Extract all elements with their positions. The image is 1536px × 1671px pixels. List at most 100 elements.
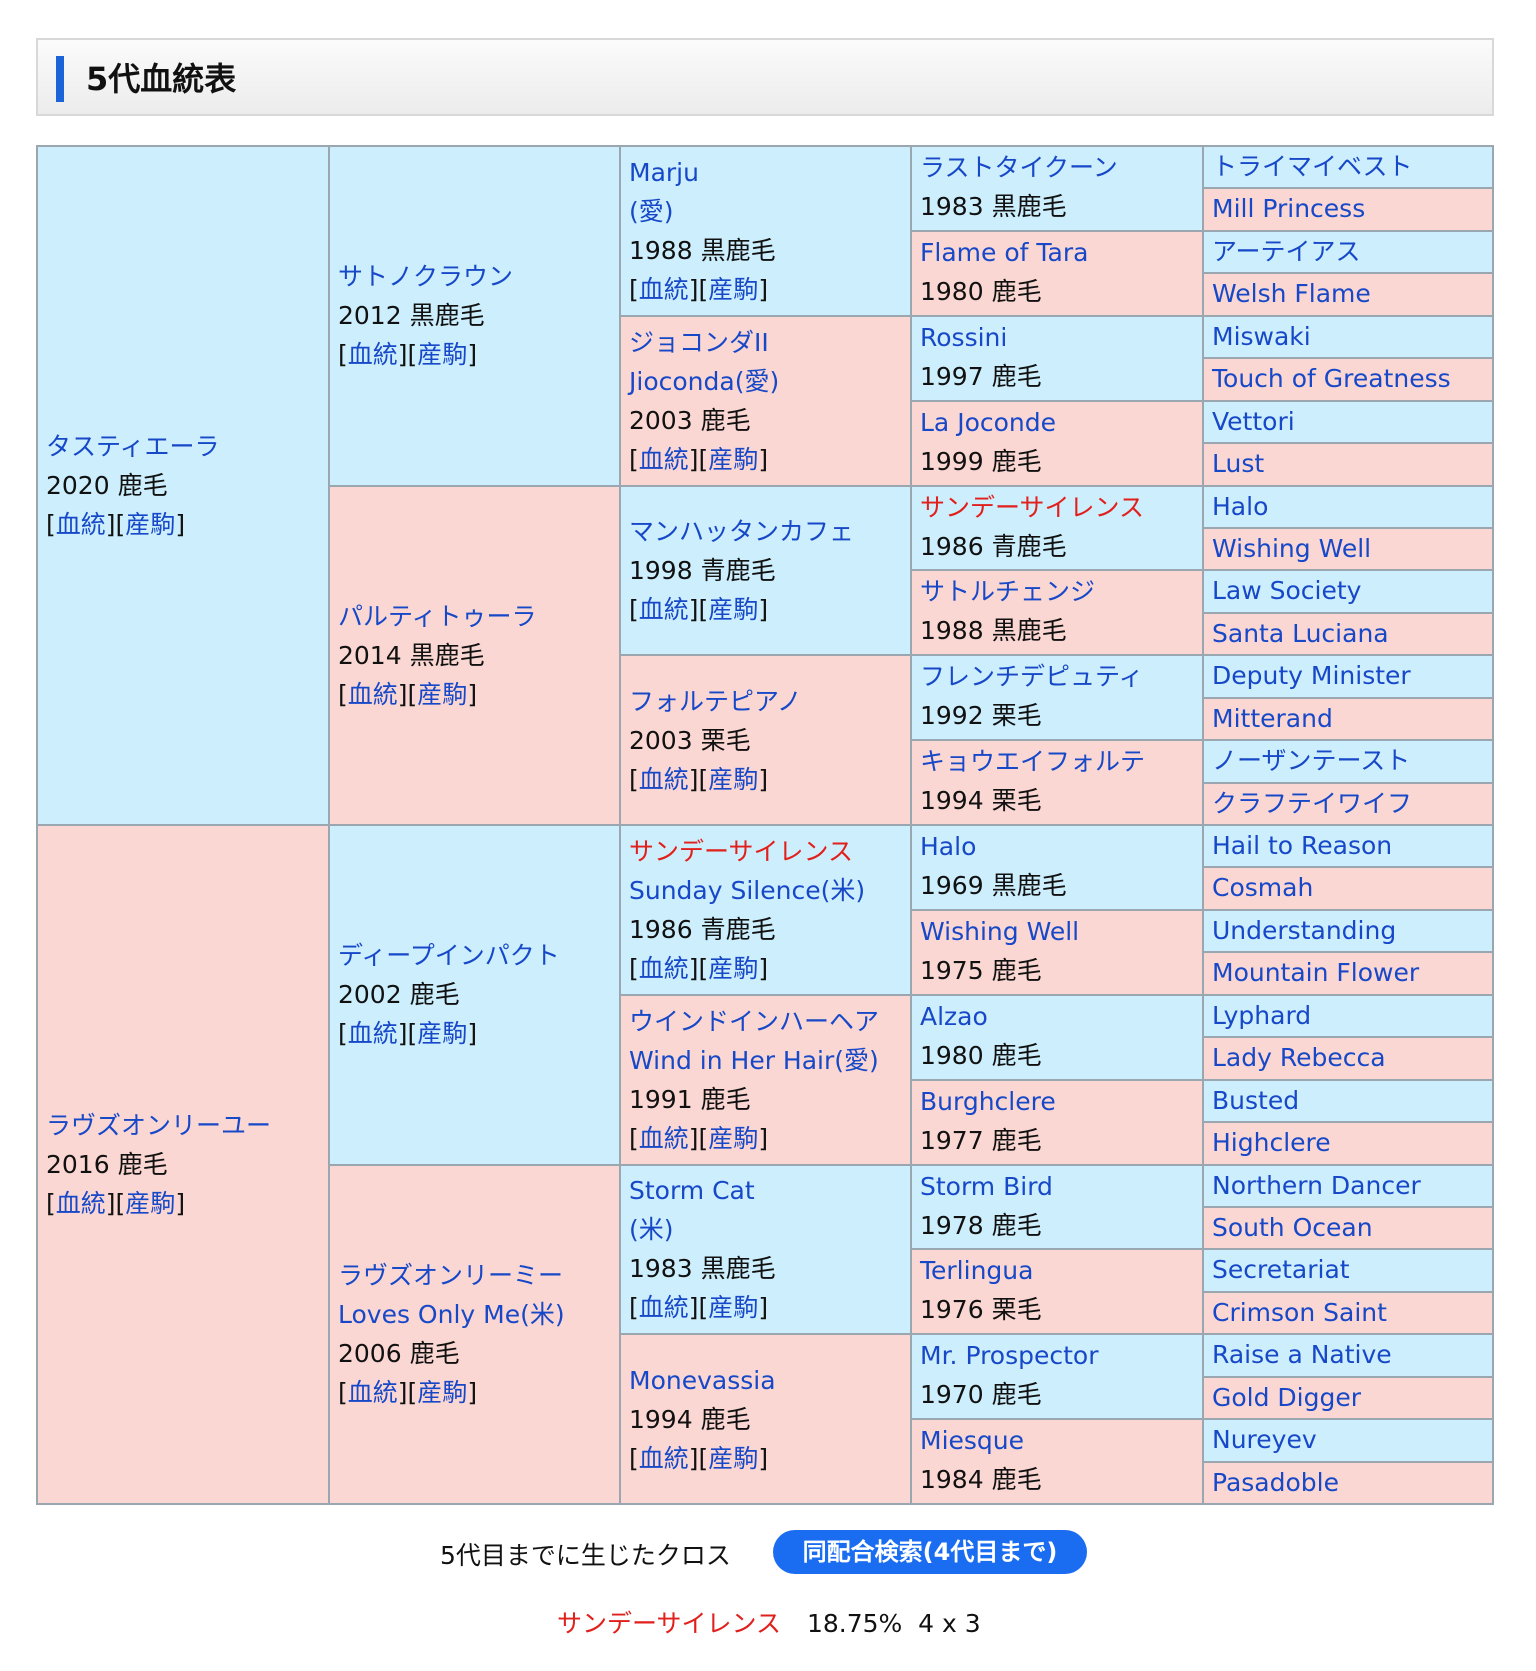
horse-name-link[interactable]: Welsh Flame	[1212, 279, 1371, 309]
offspring-link[interactable]: 産駒	[708, 274, 759, 304]
horse-name-link[interactable]: Mill Princess	[1212, 194, 1366, 224]
pedigree-link[interactable]: 血統	[347, 340, 398, 370]
horse-name-link[interactable]: ジョコンダII	[629, 327, 769, 357]
horse-name-secondary-link[interactable]: Wind in Her Hair(愛)	[629, 1045, 879, 1075]
horse-name-link[interactable]: Monevassia	[629, 1365, 776, 1395]
horse-name-link[interactable]: Raise a Native	[1212, 1340, 1392, 1370]
horse-name-link[interactable]: Burghclere	[920, 1086, 1056, 1116]
horse-name-link[interactable]: Terlingua	[920, 1256, 1034, 1286]
horse-name-link[interactable]: Hail to Reason	[1212, 831, 1393, 860]
horse-name-link[interactable]: Cosmah	[1212, 873, 1314, 903]
horse-name-link[interactable]: サンデーサイレンス	[629, 836, 854, 866]
horse-name-link[interactable]: フレンチデピュティ	[920, 662, 1144, 692]
horse-name-secondary-link[interactable]: Jioconda(愛)	[629, 366, 780, 396]
horse-name-link[interactable]: ディープインパクト	[338, 941, 560, 971]
horse-name-link[interactable]: Deputy Minister	[1212, 661, 1411, 691]
horse-name-link[interactable]: パルティトゥーラ	[338, 601, 537, 631]
offspring-link[interactable]: 産駒	[417, 340, 468, 370]
horse-name-link[interactable]: Highclere	[1212, 1128, 1331, 1158]
offspring-link[interactable]: 産駒	[708, 953, 759, 983]
pedigree-link[interactable]: 血統	[638, 274, 689, 304]
horse-name-link[interactable]: Crimson Saint	[1212, 1297, 1387, 1327]
horse-name-link[interactable]: Pasadoble	[1212, 1467, 1339, 1497]
pedigree-link[interactable]: 血統	[638, 764, 689, 794]
horse-name-link[interactable]: Flame of Tara	[920, 237, 1089, 267]
offspring-link[interactable]: 産駒	[708, 1293, 759, 1323]
horse-name-link[interactable]: Alzao	[920, 1001, 988, 1031]
pedigree-link[interactable]: 血統	[638, 594, 689, 624]
offspring-link[interactable]: 産駒	[125, 1189, 176, 1218]
offspring-link[interactable]: 産駒	[417, 679, 468, 709]
horse-name-link[interactable]: Wishing Well	[1212, 533, 1372, 563]
offspring-link[interactable]: 産駒	[417, 1019, 468, 1049]
horse-name-link[interactable]: Busted	[1212, 1085, 1300, 1115]
horse-name-link[interactable]: サトルチェンジ	[920, 577, 1096, 607]
offspring-link[interactable]: 産駒	[708, 1123, 759, 1153]
horse-birth-coat: 1986 青鹿毛	[920, 531, 1067, 561]
same-mating-search-button[interactable]: 同配合検索(4代目まで)	[773, 1530, 1087, 1574]
horse-name-link[interactable]: アーテイアス	[1212, 236, 1361, 266]
horse-name-link[interactable]: Mr. Prospector	[920, 1341, 1099, 1371]
horse-name-link[interactable]: マンハッタンカフェ	[629, 516, 855, 546]
horse-name-link[interactable]: ラヴズオンリーミー	[338, 1261, 564, 1291]
offspring-link[interactable]: 産駒	[708, 594, 759, 624]
horse-name-link[interactable]: Touch of Greatness	[1212, 364, 1451, 394]
pedigree-link[interactable]: 血統	[638, 1123, 689, 1153]
pedigree-link[interactable]: 血統	[638, 1293, 689, 1323]
horse-name-link[interactable]: ウインドインハーヘア	[629, 1006, 880, 1036]
horse-name-link[interactable]: ラストタイクーン	[920, 153, 1118, 182]
horse-name-link[interactable]: Northern Dancer	[1212, 1170, 1421, 1200]
offspring-link[interactable]: 産駒	[417, 1378, 468, 1408]
offspring-link[interactable]: 産駒	[708, 1443, 759, 1473]
pedigree-link[interactable]: 血統	[638, 444, 689, 474]
horse-name-link[interactable]: Miswaki	[1212, 321, 1311, 351]
pedigree-link[interactable]: 血統	[55, 1189, 106, 1218]
horse-name-link[interactable]: La Joconde	[920, 407, 1056, 437]
horse-name-link[interactable]: Lady Rebecca	[1212, 1043, 1386, 1073]
horse-name-secondary-link[interactable]: Sunday Silence(米)	[629, 875, 866, 905]
horse-name-link[interactable]: ラヴズオンリーユー	[46, 1111, 272, 1140]
horse-name-link[interactable]: Wishing Well	[920, 916, 1080, 946]
pedigree-link[interactable]: 血統	[638, 1443, 689, 1473]
cross-horse-link[interactable]: サンデーサイレンス	[557, 1609, 782, 1638]
horse-name-link[interactable]: Halo	[920, 832, 977, 861]
horse-name-link[interactable]: Mitterand	[1212, 703, 1333, 733]
horse-name-link[interactable]: トライマイベスト	[1212, 152, 1413, 181]
horse-name-link[interactable]: Secretariat	[1212, 1255, 1350, 1285]
horse-name-link[interactable]: Vettori	[1212, 406, 1295, 436]
horse-name-link[interactable]: ノーザンテースト	[1212, 746, 1411, 776]
pedigree-link[interactable]: 血統	[347, 1019, 398, 1049]
horse-name-link[interactable]: サトノクラウン	[338, 262, 514, 292]
horse-name-link[interactable]: フォルテピアノ	[629, 686, 802, 716]
horse-name-link[interactable]: Rossini	[920, 322, 1008, 352]
horse-name-link[interactable]: Santa Luciana	[1212, 618, 1389, 648]
horse-name-link[interactable]: Halo	[1212, 491, 1269, 521]
horse-name-link[interactable]: Storm Cat	[629, 1176, 755, 1206]
cross-row: 5代目までに生じたクロス 同配合検索(4代目まで)	[0, 1530, 1536, 1576]
horse-name-link[interactable]: Gold Digger	[1212, 1382, 1362, 1412]
horse-name-link[interactable]: Nureyev	[1212, 1425, 1317, 1455]
horse-name-link[interactable]: Lust	[1212, 449, 1265, 479]
offspring-link[interactable]: 産駒	[708, 444, 759, 474]
horse-name-secondary-link[interactable]: (愛)	[629, 196, 674, 226]
horse-name-link[interactable]: Understanding	[1212, 915, 1397, 945]
horse-name-link[interactable]: Mountain Flower	[1212, 958, 1420, 988]
horse-name-link[interactable]: Marju	[629, 157, 699, 187]
horse-name-link[interactable]: South Ocean	[1212, 1212, 1373, 1242]
pedigree-link[interactable]: 血統	[638, 953, 689, 983]
horse-name-link[interactable]: サンデーサイレンス	[920, 492, 1145, 522]
horse-name-link[interactable]: Lyphard	[1212, 1000, 1312, 1030]
horse-name-link[interactable]: タスティエーラ	[46, 432, 220, 461]
pedigree-link[interactable]: 血統	[347, 1378, 398, 1408]
offspring-link[interactable]: 産駒	[708, 764, 759, 794]
offspring-link[interactable]: 産駒	[125, 510, 176, 539]
horse-name-link[interactable]: クラフテイワイフ	[1212, 788, 1413, 818]
pedigree-link[interactable]: 血統	[55, 510, 106, 539]
horse-name-link[interactable]: キョウエイフォルテ	[920, 747, 1146, 777]
horse-name-link[interactable]: Miesque	[920, 1426, 1025, 1456]
horse-name-secondary-link[interactable]: Loves Only Me(米)	[338, 1300, 565, 1330]
horse-name-link[interactable]: Storm Bird	[920, 1171, 1053, 1201]
horse-name-secondary-link[interactable]: (米)	[629, 1215, 674, 1245]
horse-name-link[interactable]: Law Society	[1212, 576, 1362, 606]
pedigree-link[interactable]: 血統	[347, 679, 398, 709]
